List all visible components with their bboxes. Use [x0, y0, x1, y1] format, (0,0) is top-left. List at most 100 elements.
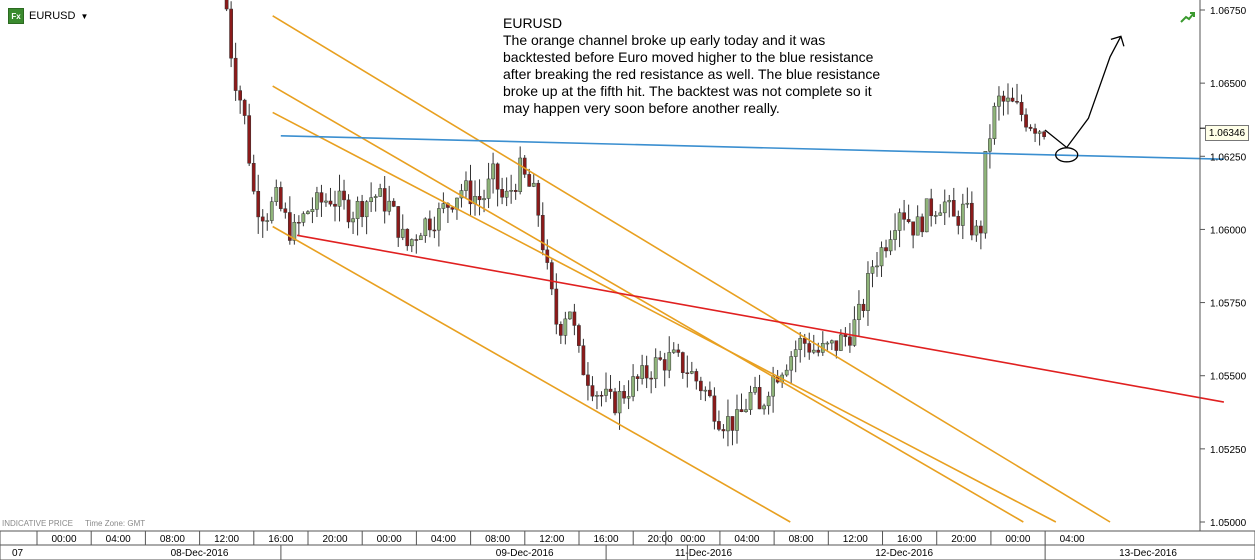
candle-bearish — [911, 221, 915, 236]
candle-bearish — [712, 395, 717, 422]
candle-bullish — [829, 340, 834, 344]
candle-bullish — [938, 212, 943, 216]
candle-bearish — [428, 218, 432, 231]
candle-bearish — [970, 202, 974, 236]
candle-bearish — [906, 219, 911, 223]
candle-bullish — [265, 220, 270, 222]
projection-arrow — [1044, 35, 1122, 149]
candle-bullish — [504, 190, 509, 198]
hour-tick-label: 00:00 — [1005, 534, 1030, 545]
price-tick-label: 1.05500 — [1210, 372, 1247, 383]
candle-bullish — [933, 215, 938, 217]
candle-bearish — [319, 192, 324, 203]
candle-bearish — [495, 163, 500, 190]
note-body: The orange channel broke up early today … — [503, 32, 881, 116]
candle-bullish — [337, 190, 342, 207]
candle-bearish — [297, 221, 301, 224]
candle-bearish — [360, 200, 364, 218]
candle-bullish — [825, 342, 830, 345]
candle-bullish — [351, 218, 355, 223]
candle-bullish — [369, 197, 373, 202]
hour-tick-label: 00:00 — [51, 534, 76, 545]
candle-bullish — [1037, 131, 1042, 134]
hour-tick-label: 12:00 — [539, 534, 564, 545]
candle-bearish — [1019, 101, 1024, 115]
candle-bearish — [468, 180, 473, 205]
date-tick-label: 09-Dec-2016 — [496, 548, 554, 559]
hand-drawn-annotation — [1044, 35, 1125, 163]
candle-bearish — [536, 182, 541, 216]
hour-tick-label: 12:00 — [843, 534, 868, 545]
candle-bullish — [324, 200, 328, 203]
candle-bearish — [586, 374, 590, 386]
candle-bearish — [721, 429, 726, 432]
candle-bearish — [342, 190, 346, 201]
candle-bearish — [649, 377, 654, 380]
caret-down-icon[interactable]: ▼ — [80, 11, 89, 21]
orange-channel-2-line — [272, 85, 1024, 523]
hour-tick-label: 12:00 — [214, 534, 239, 545]
symbol-selector[interactable]: Fx EURUSD ▼ — [8, 8, 88, 24]
price-axis[interactable]: 1.06750 1.06500 1.06250 1.06000 1.05750 1.055… — [1199, 0, 1247, 531]
candle-bearish — [405, 228, 410, 247]
candle-bearish — [558, 324, 563, 336]
candle-bearish — [500, 189, 504, 198]
hour-tick-label: 20:00 — [648, 534, 673, 545]
candle-bullish — [771, 375, 775, 397]
candle-bearish — [432, 229, 437, 232]
arrow-head — [1110, 35, 1125, 47]
timezone-label: Time Zone: GMT — [84, 519, 146, 528]
candle-bearish — [382, 188, 387, 212]
candle-bearish — [522, 157, 527, 175]
candle-bullish — [441, 203, 446, 209]
candle-bullish — [671, 349, 676, 353]
candle-bullish — [960, 203, 965, 226]
candle-bullish — [947, 200, 952, 203]
candle-bullish — [631, 376, 635, 397]
orange-channel-1-line — [272, 15, 1111, 523]
candle-bullish — [789, 356, 794, 371]
candle-bullish — [269, 201, 274, 221]
candle-bearish — [391, 200, 396, 207]
candle-bearish — [739, 409, 744, 412]
hour-tick-label: 08:00 — [160, 534, 185, 545]
candle-bearish — [477, 196, 482, 201]
candle-bullish — [766, 395, 771, 407]
candle-bullish — [437, 208, 441, 231]
candle-bearish — [527, 174, 532, 187]
candle-bearish — [730, 416, 735, 431]
candle-bearish — [717, 421, 721, 430]
hour-tick-label: 20:00 — [951, 534, 976, 545]
candle-bullish — [482, 198, 486, 201]
candle-bullish — [793, 349, 798, 357]
candle-bearish — [233, 57, 238, 91]
price-tick-label: 1.05000 — [1210, 518, 1247, 529]
date-tick-label: 08-Dec-2016 — [171, 548, 229, 559]
candle-bearish — [613, 391, 617, 414]
date-tick-label: 11-Dec-2016 — [675, 548, 733, 559]
candle-bearish — [513, 190, 518, 192]
candle-bullish — [988, 138, 992, 152]
candle-bullish — [753, 387, 757, 393]
candle-bullish — [992, 106, 997, 139]
candle-bearish — [861, 303, 866, 311]
trend-up-icon[interactable] — [1180, 10, 1196, 24]
candle-bearish — [554, 288, 559, 325]
time-axis[interactable]: 00:00 04:00 08:00 12:00 16:00 20:00 00:00 04:00… — [0, 530, 1255, 560]
note-title: EURUSD — [503, 15, 563, 31]
trendlines — [272, 15, 1225, 523]
candle-bullish — [915, 216, 920, 236]
candle-bearish — [540, 215, 545, 251]
candle-bearish — [283, 208, 288, 213]
hour-tick-label: 08:00 — [485, 534, 510, 545]
candle-bearish — [708, 389, 712, 397]
candle-bearish — [278, 187, 283, 209]
candle-bearish — [396, 206, 401, 238]
candle-bearish — [1042, 131, 1046, 137]
candle-bearish — [247, 115, 252, 164]
candle-bearish — [328, 200, 333, 205]
candle-bullish — [748, 392, 753, 410]
candle-bearish — [1028, 126, 1033, 129]
candle-bearish — [757, 387, 762, 410]
